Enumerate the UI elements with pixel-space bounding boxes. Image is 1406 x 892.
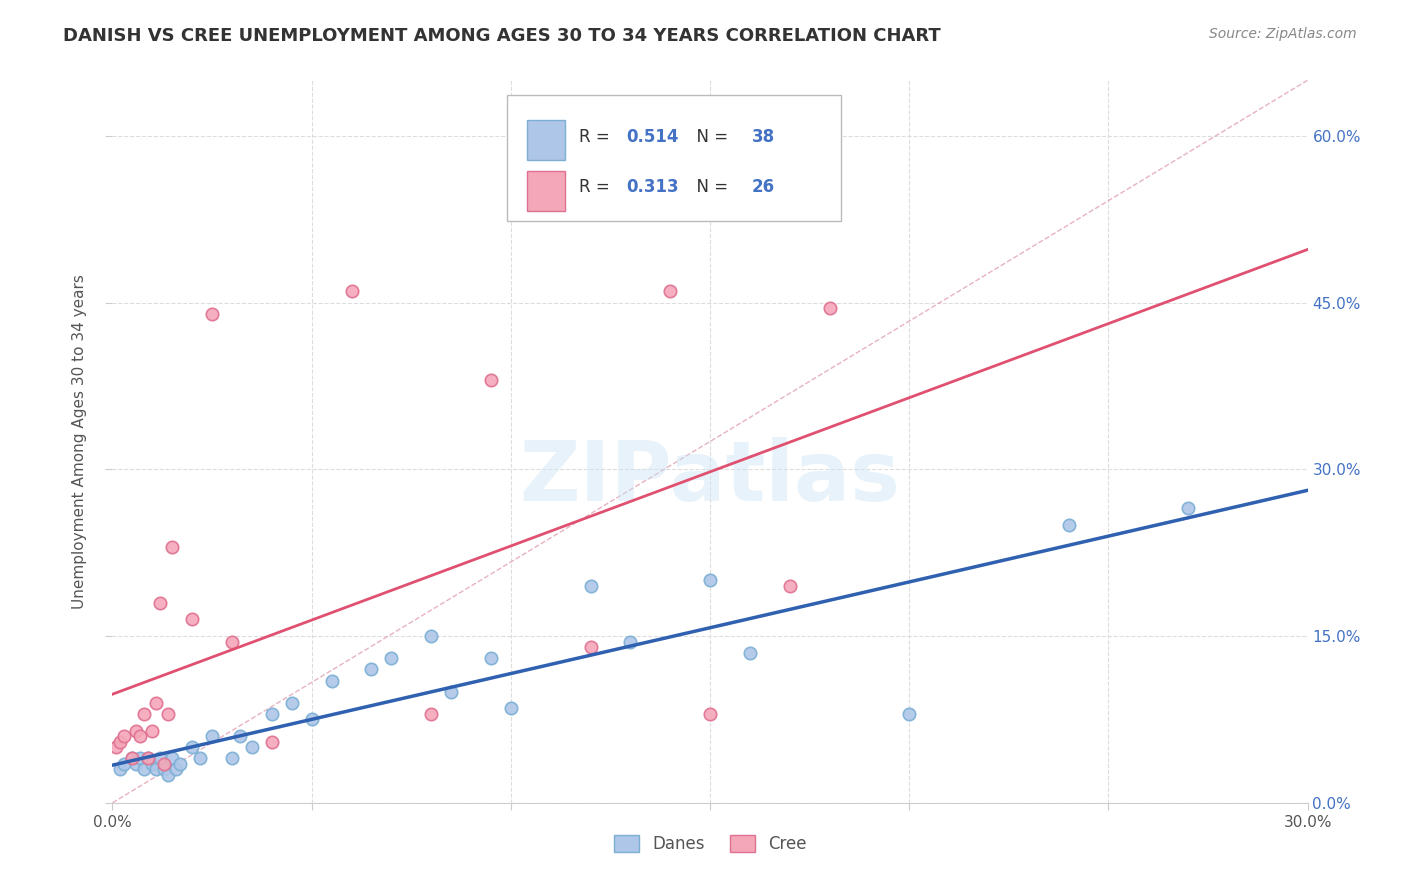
Point [129, 729, 152, 743]
Point [181, 612, 204, 626]
Point [281, 696, 304, 710]
Point [125, 756, 148, 771]
Point [121, 751, 143, 765]
Point [1177, 501, 1199, 516]
Point [188, 751, 211, 765]
Point [138, 751, 160, 765]
Point [619, 634, 641, 648]
Point [440, 684, 463, 698]
Point [162, 540, 183, 554]
Point [301, 713, 323, 727]
Point [201, 729, 224, 743]
Point [779, 579, 801, 593]
Point [129, 751, 152, 765]
Point [221, 751, 243, 765]
Point [260, 706, 283, 721]
Point [157, 706, 180, 721]
Text: 38: 38 [752, 128, 775, 145]
Point [169, 756, 191, 771]
Point [579, 579, 602, 593]
Point [145, 763, 167, 777]
Point [114, 729, 135, 743]
Point [240, 740, 263, 755]
Point [229, 729, 252, 743]
Bar [527, 171, 565, 211]
Point [141, 756, 163, 771]
Text: ZIPatlas: ZIPatlas [520, 437, 900, 518]
Y-axis label: Unemployment Among Ages 30 to 34 years: Unemployment Among Ages 30 to 34 years [72, 274, 87, 609]
Text: 0.313: 0.313 [627, 178, 679, 196]
Point [699, 706, 721, 721]
Text: N =: N = [686, 128, 734, 145]
Text: 26: 26 [752, 178, 775, 196]
Point [340, 285, 363, 299]
Point [134, 706, 156, 721]
Point [149, 596, 172, 610]
Point [898, 706, 921, 721]
Point [114, 756, 135, 771]
Point [110, 734, 132, 748]
Point [738, 646, 761, 660]
Point [479, 651, 502, 665]
Point [153, 763, 176, 777]
Text: N =: N = [686, 178, 734, 196]
Text: 0.514: 0.514 [627, 128, 679, 145]
Point [420, 706, 443, 721]
Point [141, 723, 163, 738]
Point [181, 740, 204, 755]
Legend: Danes, Cree: Danes, Cree [607, 828, 813, 860]
Point [360, 662, 382, 676]
Point [1057, 517, 1080, 532]
Point [121, 751, 143, 765]
Point [157, 768, 180, 782]
Text: DANISH VS CREE UNEMPLOYMENT AMONG AGES 30 TO 34 YEARS CORRELATION CHART: DANISH VS CREE UNEMPLOYMENT AMONG AGES 3… [63, 27, 941, 45]
Point [165, 763, 187, 777]
Point [145, 696, 167, 710]
Point [420, 629, 443, 643]
Point [479, 373, 502, 387]
Bar [527, 120, 565, 161]
Text: R =: R = [579, 128, 614, 145]
Point [125, 723, 148, 738]
Point [659, 285, 682, 299]
Point [579, 640, 602, 655]
Text: Source: ZipAtlas.com: Source: ZipAtlas.com [1209, 27, 1357, 41]
Point [260, 734, 283, 748]
Text: R =: R = [579, 178, 614, 196]
Point [162, 751, 183, 765]
Point [134, 763, 156, 777]
Point [499, 701, 522, 715]
Point [699, 574, 721, 588]
Point [380, 651, 402, 665]
Point [138, 751, 160, 765]
Point [201, 307, 224, 321]
Point [153, 756, 176, 771]
Point [105, 740, 128, 755]
Point [221, 634, 243, 648]
Point [818, 301, 841, 315]
Point [321, 673, 343, 688]
Point [110, 763, 132, 777]
FancyBboxPatch shape [508, 95, 842, 221]
Point [149, 751, 172, 765]
